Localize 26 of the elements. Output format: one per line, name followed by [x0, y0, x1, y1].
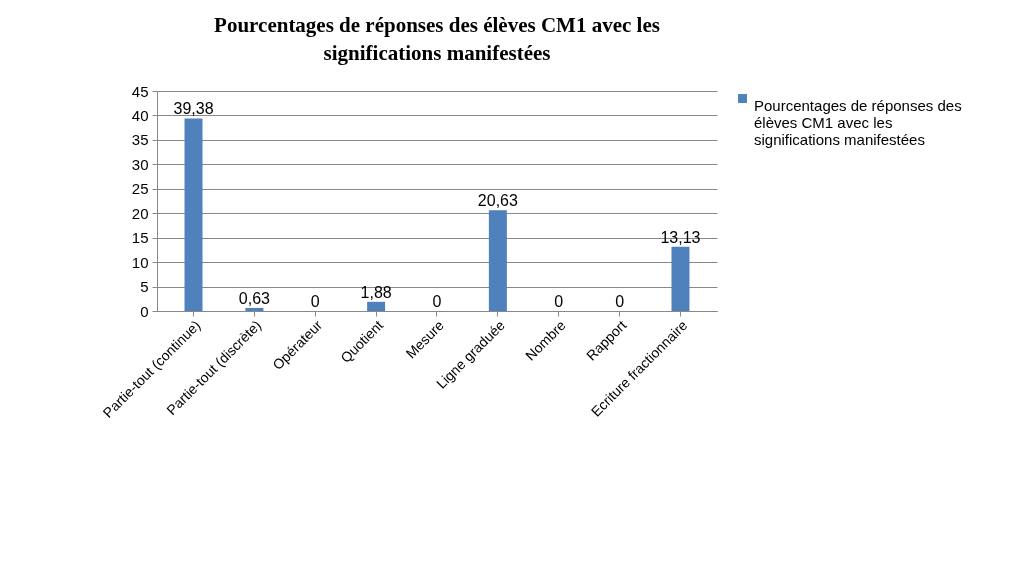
bar: [671, 246, 690, 311]
data-label: 0: [432, 293, 442, 310]
bar: [488, 210, 507, 311]
data-label: 0: [554, 293, 564, 310]
y-tick-label: 20: [131, 204, 149, 222]
y-tick-label: 30: [131, 155, 149, 173]
chart-title: Pourcentages de réponses des élèves CM1 avec les significations manifestées: [214, 13, 660, 65]
data-label: 1,88: [360, 283, 392, 301]
bar: [184, 118, 203, 311]
y-tick-label: 0: [140, 302, 149, 320]
y-tick-label: 45: [131, 82, 149, 100]
y-tick-label: 15: [131, 229, 149, 247]
data-label: 0: [615, 293, 625, 310]
data-label: 0,63: [238, 289, 271, 307]
data-label: 39,38: [173, 100, 214, 118]
y-tick-label: 25: [131, 180, 149, 198]
y-tick-label: 5: [140, 278, 149, 296]
y-tick-label: 40: [131, 106, 149, 124]
y-tick-label: 35: [131, 131, 149, 149]
data-label: 20,63: [477, 192, 518, 210]
bar: [367, 301, 386, 311]
data-label: 13,13: [660, 228, 701, 246]
legend-label: Pourcentages de réponses des élèves CM1 avec les significations manifestées: [754, 96, 962, 148]
y-tick-label: 10: [131, 253, 149, 271]
bar: [245, 307, 264, 311]
data-label: 0: [310, 293, 320, 310]
